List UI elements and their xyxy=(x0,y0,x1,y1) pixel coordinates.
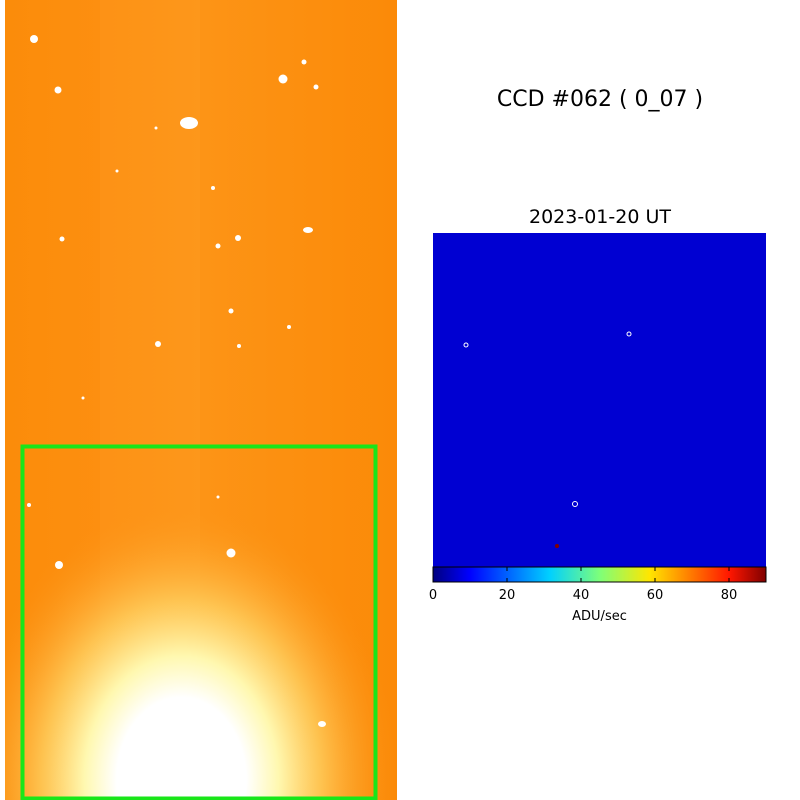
stars xyxy=(27,35,326,727)
highlight-box xyxy=(20,444,378,800)
stars xyxy=(463,331,632,507)
colorbar-tick-label: 60 xyxy=(647,588,664,603)
colorbar-tick-label: 40 xyxy=(573,588,590,603)
colorbar-tick-label: 80 xyxy=(721,588,738,603)
hot-spot xyxy=(555,544,559,548)
bright-glow xyxy=(5,300,397,800)
colorbar: ADU/sec 0 20 40 60 80 xyxy=(429,566,767,624)
colorbar-label: ADU/sec xyxy=(572,609,627,624)
adu-image xyxy=(433,233,766,734)
colorbar-gradient xyxy=(432,566,767,583)
panel-title: 2023-01-20 UT xyxy=(529,206,671,228)
colorbar-tick-label: 20 xyxy=(499,588,516,603)
ccd-image xyxy=(5,0,397,800)
title: CCD #062 ( 0_07 ) xyxy=(497,87,703,112)
colorbar-tick-label: 0 xyxy=(429,588,437,603)
